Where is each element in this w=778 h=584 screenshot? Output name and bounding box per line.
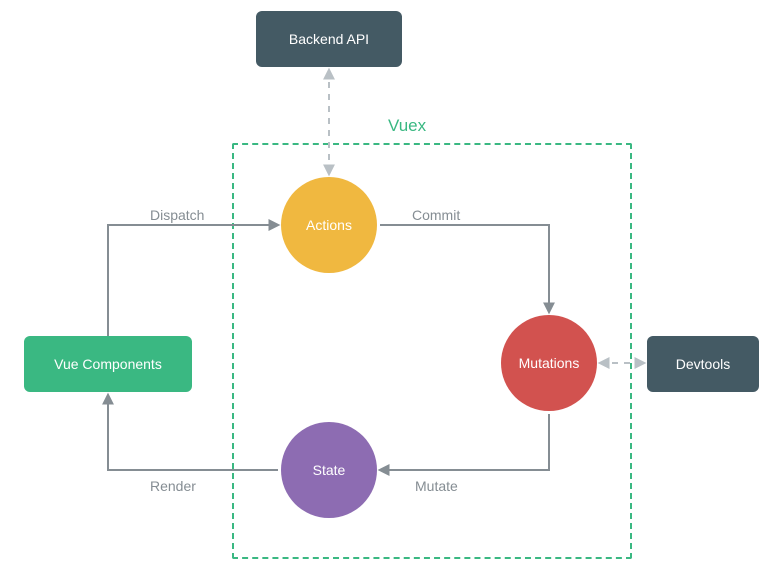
node-state: State [281,422,377,518]
node-devtools: Devtools [647,336,759,392]
node-mutations: Mutations [501,315,597,411]
node-backend-api-label: Backend API [289,31,369,47]
node-vue-components: Vue Components [24,336,192,392]
vuex-container-label: Vuex [388,116,426,136]
node-state-label: State [313,462,346,478]
edge-label-dispatch: Dispatch [150,207,204,223]
node-actions: Actions [281,177,377,273]
node-mutations-label: Mutations [519,355,580,371]
node-devtools-label: Devtools [676,356,730,372]
node-backend-api: Backend API [256,11,402,67]
edge-label-render: Render [150,478,196,494]
edge-label-mutate: Mutate [415,478,458,494]
edge-label-commit: Commit [412,207,460,223]
node-actions-label: Actions [306,217,352,233]
node-vue-components-label: Vue Components [54,356,162,372]
diagram-stage: Vuex Backend API Vue Components Devtools… [0,0,778,584]
